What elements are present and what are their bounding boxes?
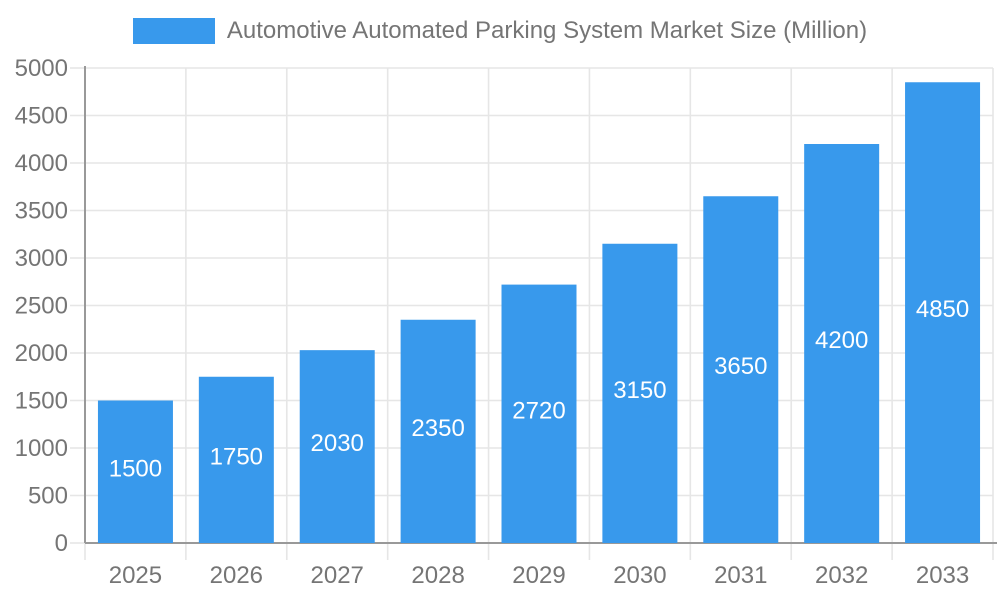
y-tick-label: 4500 [15,103,68,130]
y-tick-label: 0 [55,530,68,557]
bar-value-label: 1750 [210,443,263,470]
bar-value-label: 4850 [916,296,969,323]
y-tick-label: 1500 [15,388,68,415]
y-tick-label: 4000 [15,150,68,177]
bar-value-label: 3650 [714,353,767,380]
x-tick-label: 2029 [512,562,565,589]
y-tick-label: 2500 [15,293,68,320]
x-tick-label: 2031 [714,562,767,589]
y-tick-label: 3000 [15,245,68,272]
bar [299,350,375,543]
bar-value-label: 2720 [512,397,565,424]
bar-value-label: 3150 [613,377,666,404]
bar [97,400,173,543]
bar [400,319,476,543]
bar [198,376,274,543]
y-tick-label: 3500 [15,198,68,225]
bar [501,284,577,543]
bar-value-label: 4200 [815,327,868,354]
legend-swatch [132,18,215,44]
bar-value-label: 2350 [411,415,464,442]
bar-value-label: 2030 [311,430,364,457]
x-tick-label: 2032 [815,562,868,589]
bar [905,82,981,543]
x-tick-label: 2028 [411,562,464,589]
x-tick-label: 2033 [916,562,969,589]
y-tick-label: 2000 [15,340,68,367]
x-tick-label: 2025 [109,562,162,589]
x-tick-label: 2027 [311,562,364,589]
y-tick-label: 5000 [15,55,68,82]
bar [804,144,880,543]
legend-item[interactable]: Automotive Automated Parking System Mark… [0,12,1000,50]
x-tick-label: 2030 [613,562,666,589]
bar [703,196,779,543]
y-tick-label: 1000 [15,435,68,462]
bar [602,243,678,543]
legend-label: Automotive Automated Parking System Mark… [226,17,868,44]
bar-value-label: 1500 [109,455,162,482]
y-tick-label: 500 [28,483,68,510]
x-tick-label: 2026 [210,562,263,589]
